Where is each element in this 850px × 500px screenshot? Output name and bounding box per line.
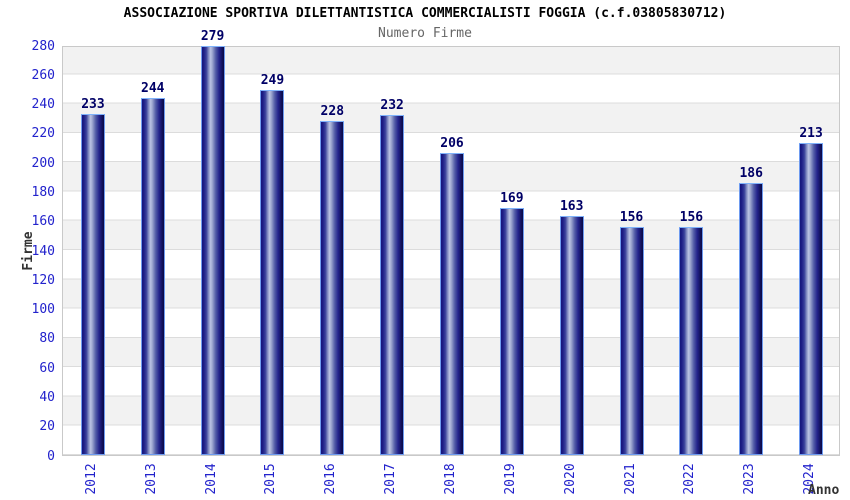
bar-2015	[260, 90, 285, 455]
chart-subtitle: Numero Firme	[378, 26, 472, 41]
x-tick-2017: 2017	[383, 463, 399, 495]
x-tick-2016: 2016	[323, 463, 339, 495]
y-tick-120: 120	[31, 272, 55, 288]
y-tick-0: 0	[47, 448, 55, 464]
bar-2016	[320, 121, 345, 455]
y-tick-20: 20	[39, 419, 55, 435]
bar-2014	[200, 46, 225, 455]
y-tick-60: 60	[39, 360, 55, 376]
bar-2024	[799, 143, 824, 455]
y-tick-200: 200	[31, 155, 55, 171]
bar-2019	[499, 207, 524, 455]
bar-value-2020: 163	[559, 199, 584, 215]
y-tick-100: 100	[31, 302, 55, 318]
bar-2018	[440, 153, 464, 455]
x-tick-2022: 2022	[682, 463, 698, 495]
x-tick-2014: 2014	[203, 463, 219, 495]
x-tick-2019: 2019	[502, 463, 518, 495]
x-tick-2013: 2013	[143, 463, 159, 495]
x-tick-2023: 2023	[742, 463, 758, 495]
bar-2017	[380, 115, 405, 455]
bar-value-2017: 232	[380, 98, 404, 114]
bar-2021	[619, 226, 644, 455]
bar-value-2023: 186	[739, 165, 763, 181]
y-tick-160: 160	[31, 214, 55, 230]
bar-value-2022: 156	[679, 209, 704, 225]
x-tick-2021: 2021	[622, 463, 638, 495]
bar-2023	[739, 182, 764, 455]
bar-value-2024: 213	[799, 126, 823, 142]
bar-value-2018: 206	[440, 136, 464, 152]
bar-2020	[559, 216, 584, 455]
bar-2022	[679, 226, 704, 455]
y-tick-260: 260	[31, 67, 55, 83]
bar-value-2019: 169	[500, 190, 524, 206]
y-tick-40: 40	[39, 389, 55, 405]
x-tick-2020: 2020	[562, 463, 578, 495]
bar-value-2013: 244	[141, 80, 165, 96]
y-tick-80: 80	[39, 331, 55, 347]
y-tick-280: 280	[31, 38, 55, 54]
bar-value-2021: 156	[619, 209, 644, 225]
x-axis-title: Anno	[808, 483, 840, 498]
bar-2013	[140, 97, 165, 455]
bar-value-2015: 249	[260, 73, 285, 89]
y-tick-240: 240	[31, 97, 55, 113]
bar-value-2012: 233	[81, 96, 105, 112]
x-tick-2015: 2015	[263, 463, 279, 495]
chart-title: ASSOCIAZIONE SPORTIVA DILETTANTISTICA CO…	[123, 6, 727, 21]
bar-2012	[80, 113, 105, 455]
y-tick-180: 180	[31, 184, 55, 200]
bar-value-2014: 279	[200, 29, 225, 45]
plot-area: 233 244 279 249 228 232 206 169 163 156 156 186 213	[62, 29, 840, 456]
x-tick-2018: 2018	[443, 463, 458, 495]
y-axis-title: Firme	[21, 231, 36, 271]
bar-value-2016: 228	[320, 104, 345, 120]
x-tick-2012: 2012	[83, 463, 99, 495]
y-tick-140: 140	[31, 243, 55, 259]
y-tick-220: 220	[31, 126, 55, 142]
